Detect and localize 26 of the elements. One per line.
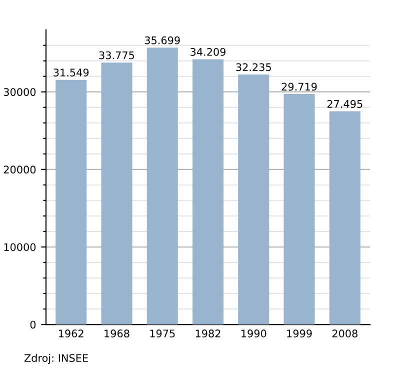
x-tick-label: 1962: [58, 330, 84, 338]
data-label: 32.235: [236, 63, 271, 72]
data-label: 34.209: [190, 48, 226, 56]
y-tick-label: 30000: [4, 88, 36, 96]
data-label: 33.775: [99, 51, 134, 60]
y-tick-label: 10000: [4, 243, 36, 252]
y-tick-label: 20000: [4, 166, 36, 174]
bar: [56, 80, 87, 325]
x-tick-label: 1990: [242, 330, 266, 338]
bar: [238, 74, 270, 325]
x-tick-label: 2008: [332, 330, 358, 338]
bar: [146, 48, 178, 325]
data-label: 27.495: [327, 100, 362, 108]
x-tick-label: 1999: [287, 330, 312, 338]
x-tick-label: 1968: [104, 330, 130, 338]
text: Zdroj: INSEE: [24, 354, 88, 364]
bar: [329, 111, 360, 325]
y-tick-label: 0: [30, 320, 36, 329]
data-label: 35.699: [144, 36, 180, 44]
data-label: 31.549: [54, 68, 89, 76]
data-label: 29.719: [282, 82, 317, 91]
bar: [284, 94, 315, 325]
bar: [101, 62, 132, 325]
bar: [192, 59, 224, 325]
x-tick-label: 1982: [196, 330, 220, 338]
x-tick-label: 1975: [150, 330, 175, 338]
